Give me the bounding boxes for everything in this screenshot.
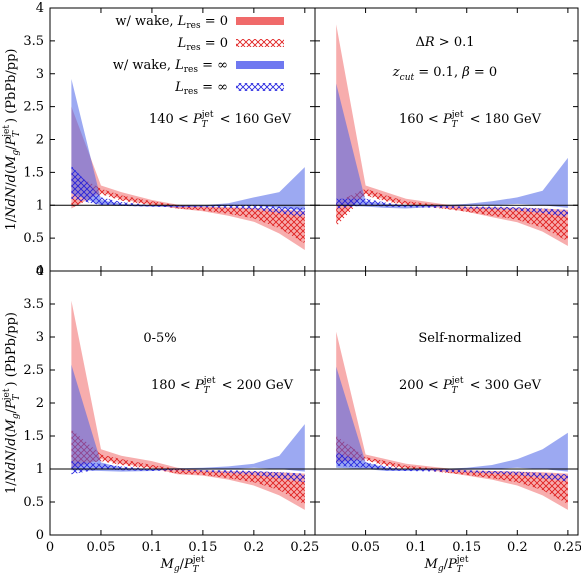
annotation-bottom-right-1-part: T xyxy=(451,386,458,396)
annotation-top-right-0-part: Δ xyxy=(415,35,424,50)
legend-swatch-3 xyxy=(236,83,284,91)
annotation-top-left-0: 140 < Pjet T < 160 GeV xyxy=(149,110,292,130)
annotation-top-left-0-part: jet xyxy=(201,110,214,120)
annotation-bottom-right-1-part: < 300 GeV xyxy=(465,378,541,393)
annotation-bottom-right-1-part: 200 < xyxy=(399,378,443,393)
x-axis-label: Mg/Pjet T xyxy=(424,555,469,575)
legend: w/ wake, Lres = 0 Lres = 0 w/ wake, Lres =… xyxy=(113,14,284,97)
annotation-top-right-1: zcut = 0.1, β = 0 xyxy=(392,65,497,83)
x-tick-label: 0.1 xyxy=(142,540,163,555)
x-tick-label: 0.2 xyxy=(507,540,528,555)
y-axis-label: 1/NdN/d(Mg/PjetT) (PbPb/pp) xyxy=(2,48,22,230)
band-wake-lres0-bottom-left xyxy=(71,300,305,510)
band-lresinf-bottom-right xyxy=(336,452,568,482)
annotation-top-right-2-part: T xyxy=(451,120,458,130)
annotation-top-right-2-part: jet xyxy=(451,110,464,120)
ticks-layer xyxy=(49,7,578,536)
x-tick-label: 0.15 xyxy=(188,540,217,555)
panel-bottom-right xyxy=(315,331,578,510)
annotation-bottom-right-0: Self-normalized xyxy=(418,331,521,346)
x-tick-label: 0 xyxy=(46,540,54,555)
y-axis-label: 1/NdN/d(Mg/PjetT) (PbPb/pp) xyxy=(2,312,22,494)
legend-swatch-0 xyxy=(236,17,284,25)
y-tick-label: 2.5 xyxy=(23,100,44,115)
annotation-top-right-1-part: cut xyxy=(400,73,415,83)
annotation-bottom-left-1-part: jet xyxy=(203,376,216,386)
band-lresinf-bottom-left xyxy=(71,461,305,483)
annotation-bottom-right-1-part: jet xyxy=(451,376,464,386)
y-tick-label: 3.5 xyxy=(23,34,44,49)
y-tick-label: 1.5 xyxy=(23,429,44,444)
panel-top-left xyxy=(50,79,315,250)
annotation-bottom-left-1-part: 180 < xyxy=(151,378,195,393)
band-lres0-top-left xyxy=(71,172,305,244)
x-tick-label: 0.25 xyxy=(553,540,581,555)
x-axis-label: Mg/Pjet T xyxy=(160,555,205,575)
y-tick-label: 0 xyxy=(36,528,44,543)
legend-swatch-2 xyxy=(236,61,284,69)
y-tick-label: 1 xyxy=(36,462,44,477)
panels-layer xyxy=(50,24,578,510)
annotation-top-right-1-part: β xyxy=(461,65,470,80)
annotation-top-right-2-part: 160 < xyxy=(399,112,443,127)
annotation-bottom-left-0-part: 0-5% xyxy=(143,331,176,346)
annotation-top-right-0-part: R xyxy=(424,35,435,50)
legend-label-1: Lres = 0 xyxy=(177,36,228,53)
legend-label-2: w/ wake, Lres = ∞ xyxy=(113,58,228,75)
band-wake-lresinf-bottom-left xyxy=(71,364,305,472)
y-tick-label: 3.5 xyxy=(23,297,44,312)
x-tick-label: 0.25 xyxy=(290,540,319,555)
y-tick-label: 2 xyxy=(36,396,44,411)
annotation-top-left-0-part: < 160 GeV xyxy=(215,112,291,127)
y-tick-label: 4 xyxy=(36,1,44,16)
annotation-bottom-left-1-part: < 200 GeV xyxy=(217,378,293,393)
annotation-top-right-2-part: < 180 GeV xyxy=(465,112,541,127)
y-tick-label: 3 xyxy=(36,330,44,345)
x-tick-label: 0.2 xyxy=(244,540,265,555)
band-wake-lres0-top-left xyxy=(71,106,305,250)
legend-swatch-1 xyxy=(236,39,284,47)
annotation-top-right-1-part: z xyxy=(392,65,400,80)
annotation-top-left-0-part: T xyxy=(201,120,208,130)
annotation-top-right-1-part: = 0 xyxy=(470,65,497,80)
y-tick-label: 2.5 xyxy=(23,363,44,378)
annotation-bottom-left-1: 180 < Pjet T < 200 GeV xyxy=(151,376,294,396)
annotation-bottom-left-1-part: P xyxy=(194,378,204,393)
annotation-bottom-right-1-part: P xyxy=(442,378,452,393)
panel-bottom-left xyxy=(50,300,315,510)
x-tick-label: 0.05 xyxy=(86,540,115,555)
band-lresinf-top-right xyxy=(336,198,568,218)
annotation-bottom-right-0-part: Self-normalized xyxy=(418,331,521,346)
panel-top-right xyxy=(315,24,578,247)
y-tick-label: 0.5 xyxy=(23,231,44,246)
y-tick-label: 0.5 xyxy=(23,495,44,510)
y-tick-label: 1.5 xyxy=(23,165,44,180)
annotation-top-right-1-part: = 0.1, xyxy=(414,65,462,80)
annotation-top-right-2-part: P xyxy=(442,112,452,127)
legend-label-0: w/ wake, Lres = 0 xyxy=(115,14,228,31)
annotation-bottom-left-1-part: T xyxy=(203,386,210,396)
band-wake-lresinf-top-right xyxy=(336,83,568,209)
annotation-top-left-0-part: P xyxy=(192,112,202,127)
annotation-bottom-right-1: 200 < Pjet T < 300 GeV xyxy=(399,376,542,396)
band-lresinf-top-left xyxy=(71,165,305,218)
x-tick-label: 0.05 xyxy=(351,540,380,555)
y-tick-label: 1 xyxy=(36,198,44,213)
y-tick-label: 4 xyxy=(36,264,44,279)
y-tick-label: 2 xyxy=(36,133,44,148)
annotation-top-left-0-part: 140 < xyxy=(149,112,193,127)
annotation-top-right-0-part: > 0.1 xyxy=(435,35,475,50)
annotation-bottom-left-0: 0-5% xyxy=(143,331,176,346)
x-tick-label: 0.15 xyxy=(452,540,481,555)
annotation-top-right-0: ΔR > 0.1 xyxy=(415,35,474,50)
x-tick-label: 0.1 xyxy=(406,540,427,555)
band-lres0-top-right xyxy=(336,188,568,242)
y-tick-label: 0 xyxy=(36,264,44,279)
annotation-top-right-2: 160 < Pjet T < 180 GeV xyxy=(399,110,542,130)
y-tick-label: 3 xyxy=(36,67,44,82)
legend-label-3: Lres = ∞ xyxy=(174,80,228,97)
